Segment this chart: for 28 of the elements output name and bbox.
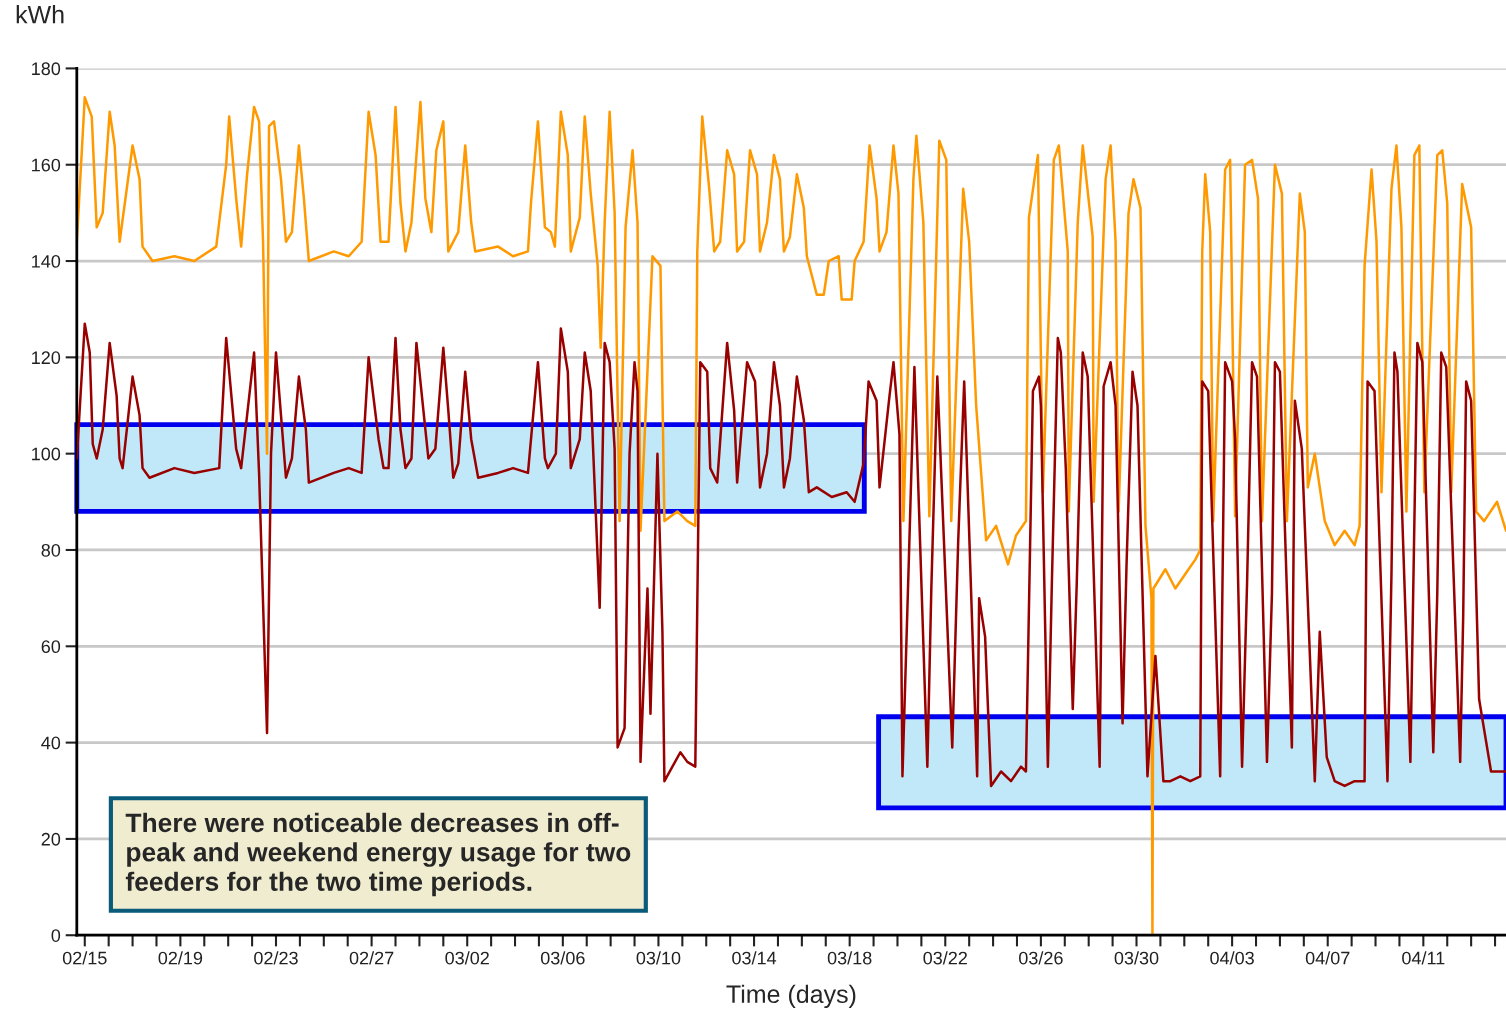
x-tick-label: 03/02 [445, 951, 489, 965]
x-tick-label: 03/18 [827, 951, 872, 965]
x-tick-label: 03/10 [636, 951, 681, 965]
x-tick-label: 02/23 [254, 951, 298, 965]
y-tick-label: 80 [41, 543, 61, 557]
y-tick-label: 60 [41, 640, 61, 654]
x-tick-label: 02/19 [158, 951, 203, 965]
x-tick-label: 03/22 [923, 951, 967, 965]
y-tick-label: 20 [41, 832, 61, 846]
x-tick-label: 04/03 [1210, 951, 1254, 965]
y-tick-label: 180 [32, 62, 61, 76]
y-tick-label: 0 [51, 929, 61, 942]
y-tick-label: 120 [32, 351, 61, 365]
y-tick-label: 40 [41, 736, 61, 750]
annotation: There were noticeable decreases in off- peak and weekend energy usage for two feeders for the two time periods. [125, 812, 631, 897]
x-tick-label: 02/15 [62, 951, 107, 965]
x-tick-label: 03/26 [1019, 951, 1063, 965]
x-tick-label: 04/11 [1402, 951, 1445, 965]
x-tick-label: 03/30 [1114, 951, 1159, 965]
y-tick-label: 140 [32, 254, 61, 268]
y-tick-label: 160 [32, 158, 61, 172]
x-axis-title: Time (days) [726, 984, 856, 1009]
x-tick-label: 03/14 [732, 951, 777, 965]
y-axis-title: kWh [16, 5, 64, 24]
x-tick-label: 03/06 [540, 951, 585, 965]
x-tick-label: 04/07 [1305, 951, 1350, 965]
x-tick-label: 02/27 [349, 951, 394, 965]
y-tick-label: 100 [32, 447, 61, 461]
